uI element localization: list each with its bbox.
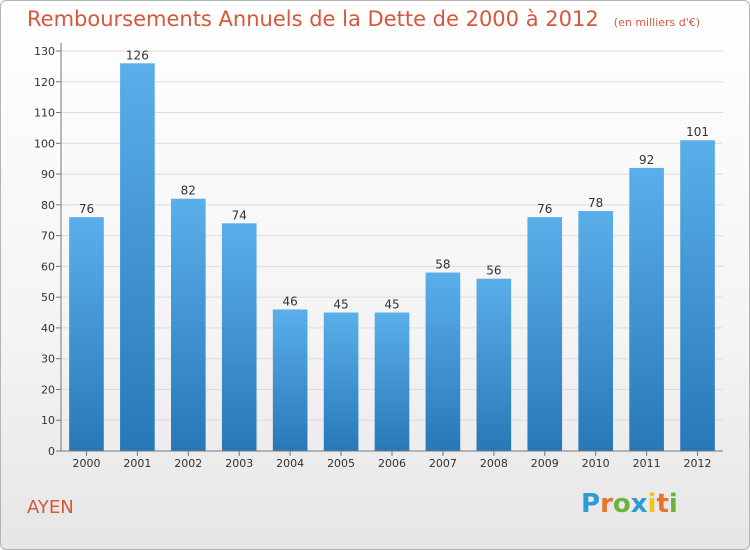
logo-letter: t	[656, 489, 669, 519]
data-label-2006: 45	[384, 298, 399, 312]
chart-title-unit: (en milliers d'€)	[613, 16, 701, 29]
logo-letter: i	[647, 489, 657, 519]
bar-2000	[69, 217, 104, 451]
chart-title: Remboursements Annuels de la Dette de 20…	[27, 7, 700, 31]
x-tick-label-2001: 2001	[123, 457, 151, 470]
y-tick-label: 80	[41, 199, 55, 212]
logo-letter: r	[600, 489, 613, 519]
bar-2002	[170, 198, 206, 451]
commune-name: AYEN	[27, 497, 74, 518]
logo-letter: P	[581, 489, 601, 519]
bar-2009	[527, 217, 563, 451]
bar-2008	[476, 278, 512, 451]
x-tick-label-2004: 2004	[276, 457, 304, 470]
x-tick-label-2009: 2009	[531, 457, 559, 470]
data-label-2010: 78	[588, 196, 603, 210]
y-tick-label: 100	[34, 137, 55, 150]
y-tick-label: 20	[41, 383, 55, 396]
x-tick-label-2007: 2007	[429, 457, 457, 470]
bar-2006	[374, 312, 410, 451]
data-label-2009: 76	[537, 202, 552, 216]
y-tick-label: 10	[41, 414, 55, 427]
data-label-2007: 58	[435, 258, 450, 272]
data-label-2000: 76	[79, 202, 94, 216]
x-tick-label-2003: 2003	[225, 457, 253, 470]
logo-letter: o	[612, 489, 631, 519]
proxiti-logo: Proxiti	[581, 489, 678, 519]
y-tick-label: 110	[34, 107, 55, 120]
chart-title-main: Remboursements Annuels de la Dette de 20…	[27, 7, 599, 31]
y-tick-label: 50	[41, 291, 55, 304]
bar-2012	[680, 140, 715, 451]
data-label-2011: 92	[639, 153, 654, 167]
logo-letter: i	[668, 489, 678, 519]
x-tick-label-2005: 2005	[327, 457, 355, 470]
y-tick-label: 60	[41, 260, 55, 273]
data-label-2005: 45	[333, 298, 348, 312]
bar-2011	[629, 167, 664, 451]
y-tick-label: 30	[41, 353, 55, 366]
data-label-2012: 101	[686, 125, 709, 139]
logo-letter: x	[630, 489, 648, 519]
x-tick-label-2010: 2010	[582, 457, 610, 470]
x-tick-label-2011: 2011	[633, 457, 661, 470]
bar-2003	[221, 223, 257, 451]
x-tick-label-2002: 2002	[174, 457, 202, 470]
y-tick-label: 130	[34, 45, 55, 58]
y-tick-label: 0	[48, 445, 55, 458]
bar-2001	[120, 63, 155, 452]
y-tick-label: 70	[41, 230, 55, 243]
bar-2007	[425, 272, 461, 451]
y-tick-label: 40	[41, 322, 55, 335]
data-label-2002: 82	[181, 184, 196, 198]
bar-2005	[323, 312, 359, 451]
data-label-2008: 56	[486, 264, 501, 278]
x-tick-label-2012: 2012	[684, 457, 712, 470]
x-tick-label-2000: 2000	[72, 457, 100, 470]
bar-2004	[272, 309, 308, 451]
y-tick-label: 120	[34, 76, 55, 89]
data-label-2003: 74	[232, 208, 247, 222]
data-label-2004: 46	[283, 294, 298, 308]
data-label-2001: 126	[126, 48, 149, 62]
x-tick-label-2008: 2008	[480, 457, 508, 470]
y-tick-label: 90	[41, 168, 55, 181]
bar-2010	[578, 211, 614, 451]
x-tick-label-2006: 2006	[378, 457, 406, 470]
